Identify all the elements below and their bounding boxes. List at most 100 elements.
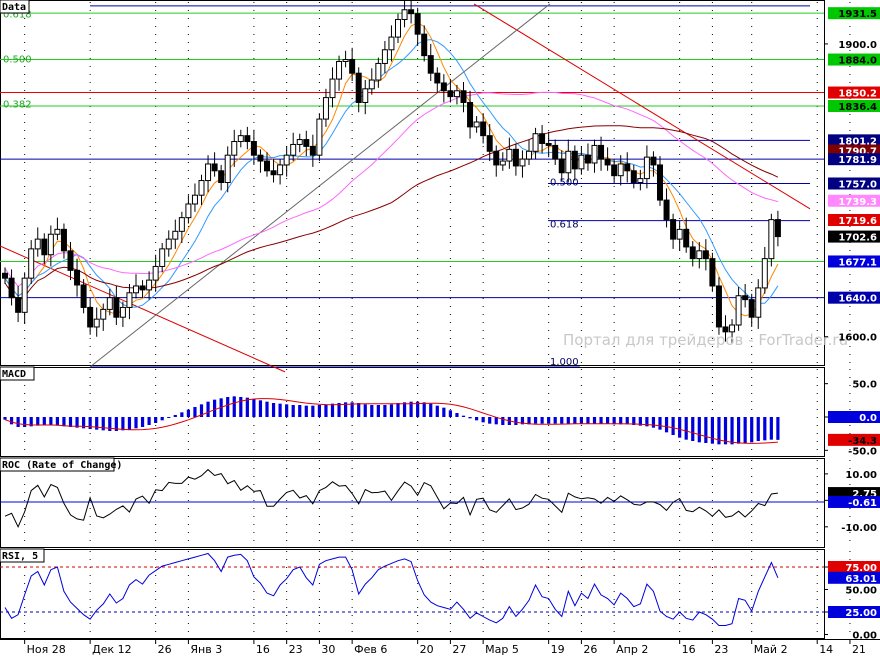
- candle-down: [60, 228, 67, 252]
- candle-down: [67, 250, 74, 271]
- candle-down: [80, 284, 87, 308]
- macd-bar: [252, 399, 256, 417]
- value-badge-text: 1719.6: [838, 216, 877, 227]
- candle-up: [375, 62, 382, 81]
- candle-up: [342, 59, 349, 62]
- macd-bar: [370, 405, 374, 417]
- macd-bar: [68, 417, 73, 427]
- macd-bar: [213, 399, 217, 417]
- rsi-frame: [0, 549, 825, 639]
- rsi-panel[interactable]: [0, 552, 824, 626]
- value-badge: [828, 255, 880, 268]
- candle-up: [231, 141, 238, 156]
- candle-up: [696, 250, 703, 260]
- candle-down: [41, 238, 48, 256]
- candle-up: [165, 238, 172, 250]
- candle-down: [113, 297, 120, 318]
- candle-up: [277, 164, 284, 176]
- candle-down: [683, 228, 690, 248]
- macd-bar: [134, 417, 138, 429]
- macd-panel-title: MACD: [0, 366, 35, 381]
- macd-bar: [435, 405, 439, 417]
- macd-bar: [547, 417, 551, 424]
- macd-bar: [193, 407, 197, 417]
- value-badge: [828, 53, 880, 66]
- candle-up: [47, 233, 54, 256]
- candle-up: [336, 60, 343, 80]
- macd-bar: [527, 417, 531, 425]
- trendline-red-upper: [473, 3, 811, 210]
- candle-up: [401, 9, 408, 21]
- candle-up: [362, 88, 369, 103]
- macd-bar: [743, 417, 747, 443]
- candle-down: [545, 142, 552, 146]
- macd-bar: [285, 404, 289, 417]
- candle-up: [119, 306, 126, 318]
- y-tick-label: 1900.0: [838, 40, 877, 51]
- macd-bar: [658, 417, 662, 430]
- candle-down: [657, 164, 663, 201]
- candle-down: [558, 158, 565, 174]
- value-badge: [828, 194, 880, 207]
- macd-bar: [763, 417, 767, 441]
- candle-down: [74, 269, 81, 286]
- roc-panel[interactable]: [0, 468, 824, 528]
- candle-up: [735, 295, 742, 326]
- x-tick-label: 30: [321, 643, 335, 656]
- value-badge: [828, 213, 880, 226]
- candle-up: [191, 194, 198, 205]
- candle-down: [355, 72, 362, 103]
- value-badge-text: -34.3: [848, 436, 877, 447]
- macd-bar: [258, 400, 263, 417]
- macd-bar: [625, 417, 629, 425]
- candle-down: [584, 154, 591, 164]
- candle-down: [8, 277, 15, 299]
- macd-bar: [664, 417, 669, 433]
- macd-bar: [199, 404, 204, 417]
- candle-up: [729, 324, 736, 333]
- candle-up: [473, 121, 480, 128]
- x-tick-label: Дек 12: [92, 643, 131, 656]
- candle-down: [427, 55, 434, 74]
- macd-bar: [776, 417, 780, 440]
- candle-down: [421, 33, 428, 57]
- value-badge-text: 1702.6: [838, 233, 877, 244]
- macd-bar: [291, 405, 295, 417]
- candle-up: [54, 228, 61, 235]
- macd-bar: [619, 417, 623, 425]
- macd-bar: [278, 403, 282, 417]
- roc-frame: [0, 458, 825, 548]
- value-badge-text: 1801.2: [838, 136, 877, 147]
- macd-bar: [239, 397, 243, 417]
- candle-up: [768, 219, 775, 260]
- x-tick-label: 26: [583, 643, 597, 656]
- macd-bar: [36, 417, 40, 426]
- macd-bar: [363, 404, 367, 417]
- macd-bar: [704, 417, 708, 443]
- macd-bar: [756, 417, 760, 441]
- macd-bar: [75, 417, 79, 428]
- value-badge-text: 0.0: [859, 413, 877, 424]
- candle-up: [283, 154, 290, 166]
- value-badge-text: 1677.1: [838, 257, 877, 268]
- candle-down: [624, 163, 631, 172]
- candle-up: [133, 285, 139, 294]
- macd-bar: [108, 417, 112, 431]
- price-panel[interactable]: 0.618 0.500 0.382 0.500 0.618 1.000 Портал д…: [0, 0, 848, 373]
- level-lines: [0, 5, 824, 368]
- macd-panel[interactable]: [3, 396, 780, 445]
- trend-lines: [0, 3, 811, 373]
- macd-bar: [206, 401, 210, 417]
- macd-bar: [737, 417, 741, 444]
- candle-up: [617, 163, 624, 177]
- macd-bar: [42, 417, 46, 425]
- candle-up: [322, 97, 329, 120]
- macd-bar: [422, 402, 426, 417]
- candle-down: [264, 160, 270, 172]
- macd-bar: [167, 417, 171, 418]
- macd-bar: [606, 417, 610, 424]
- candle-up: [28, 248, 35, 279]
- watermark: Портал для трейдеров - ForTrader.ru: [563, 331, 848, 349]
- candle-up: [237, 135, 244, 143]
